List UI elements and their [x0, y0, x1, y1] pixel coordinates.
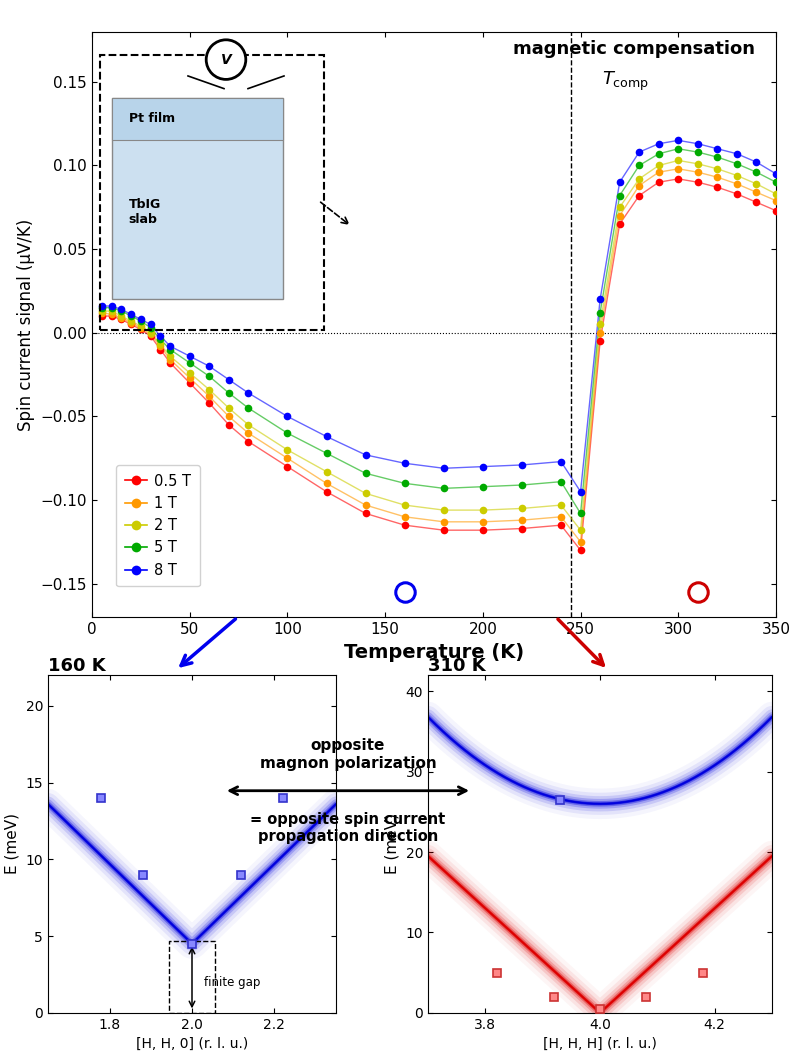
Text: Pt film: Pt film — [129, 113, 175, 126]
X-axis label: [H, H, 0] (r. l. u.): [H, H, 0] (r. l. u.) — [136, 1037, 248, 1051]
Legend: 0.5 T, 1 T, 2 T, 5 T, 8 T: 0.5 T, 1 T, 2 T, 5 T, 8 T — [116, 465, 200, 587]
Text: finite gap: finite gap — [204, 976, 261, 989]
Text: $T_\mathrm{comp}$: $T_\mathrm{comp}$ — [602, 70, 649, 93]
Text: = opposite spin current
propagation direction: = opposite spin current propagation dire… — [250, 812, 446, 844]
FancyBboxPatch shape — [112, 97, 282, 300]
Text: 160 K: 160 K — [48, 657, 106, 675]
Text: opposite
magnon polarization: opposite magnon polarization — [260, 738, 436, 770]
Y-axis label: E (meV): E (meV) — [385, 813, 400, 875]
X-axis label: Temperature (K): Temperature (K) — [344, 642, 524, 661]
X-axis label: [H, H, H] (r. l. u.): [H, H, H] (r. l. u.) — [543, 1037, 657, 1051]
Bar — [170, 941, 214, 1013]
FancyBboxPatch shape — [112, 98, 282, 140]
Text: V: V — [221, 53, 231, 66]
Text: TbIG
slab: TbIG slab — [129, 197, 161, 226]
Circle shape — [206, 40, 246, 79]
Y-axis label: E (meV): E (meV) — [5, 813, 20, 875]
Text: magnetic compensation: magnetic compensation — [514, 40, 755, 58]
Y-axis label: Spin current signal (μV/K): Spin current signal (μV/K) — [17, 218, 35, 430]
Text: 310 K: 310 K — [428, 657, 486, 675]
